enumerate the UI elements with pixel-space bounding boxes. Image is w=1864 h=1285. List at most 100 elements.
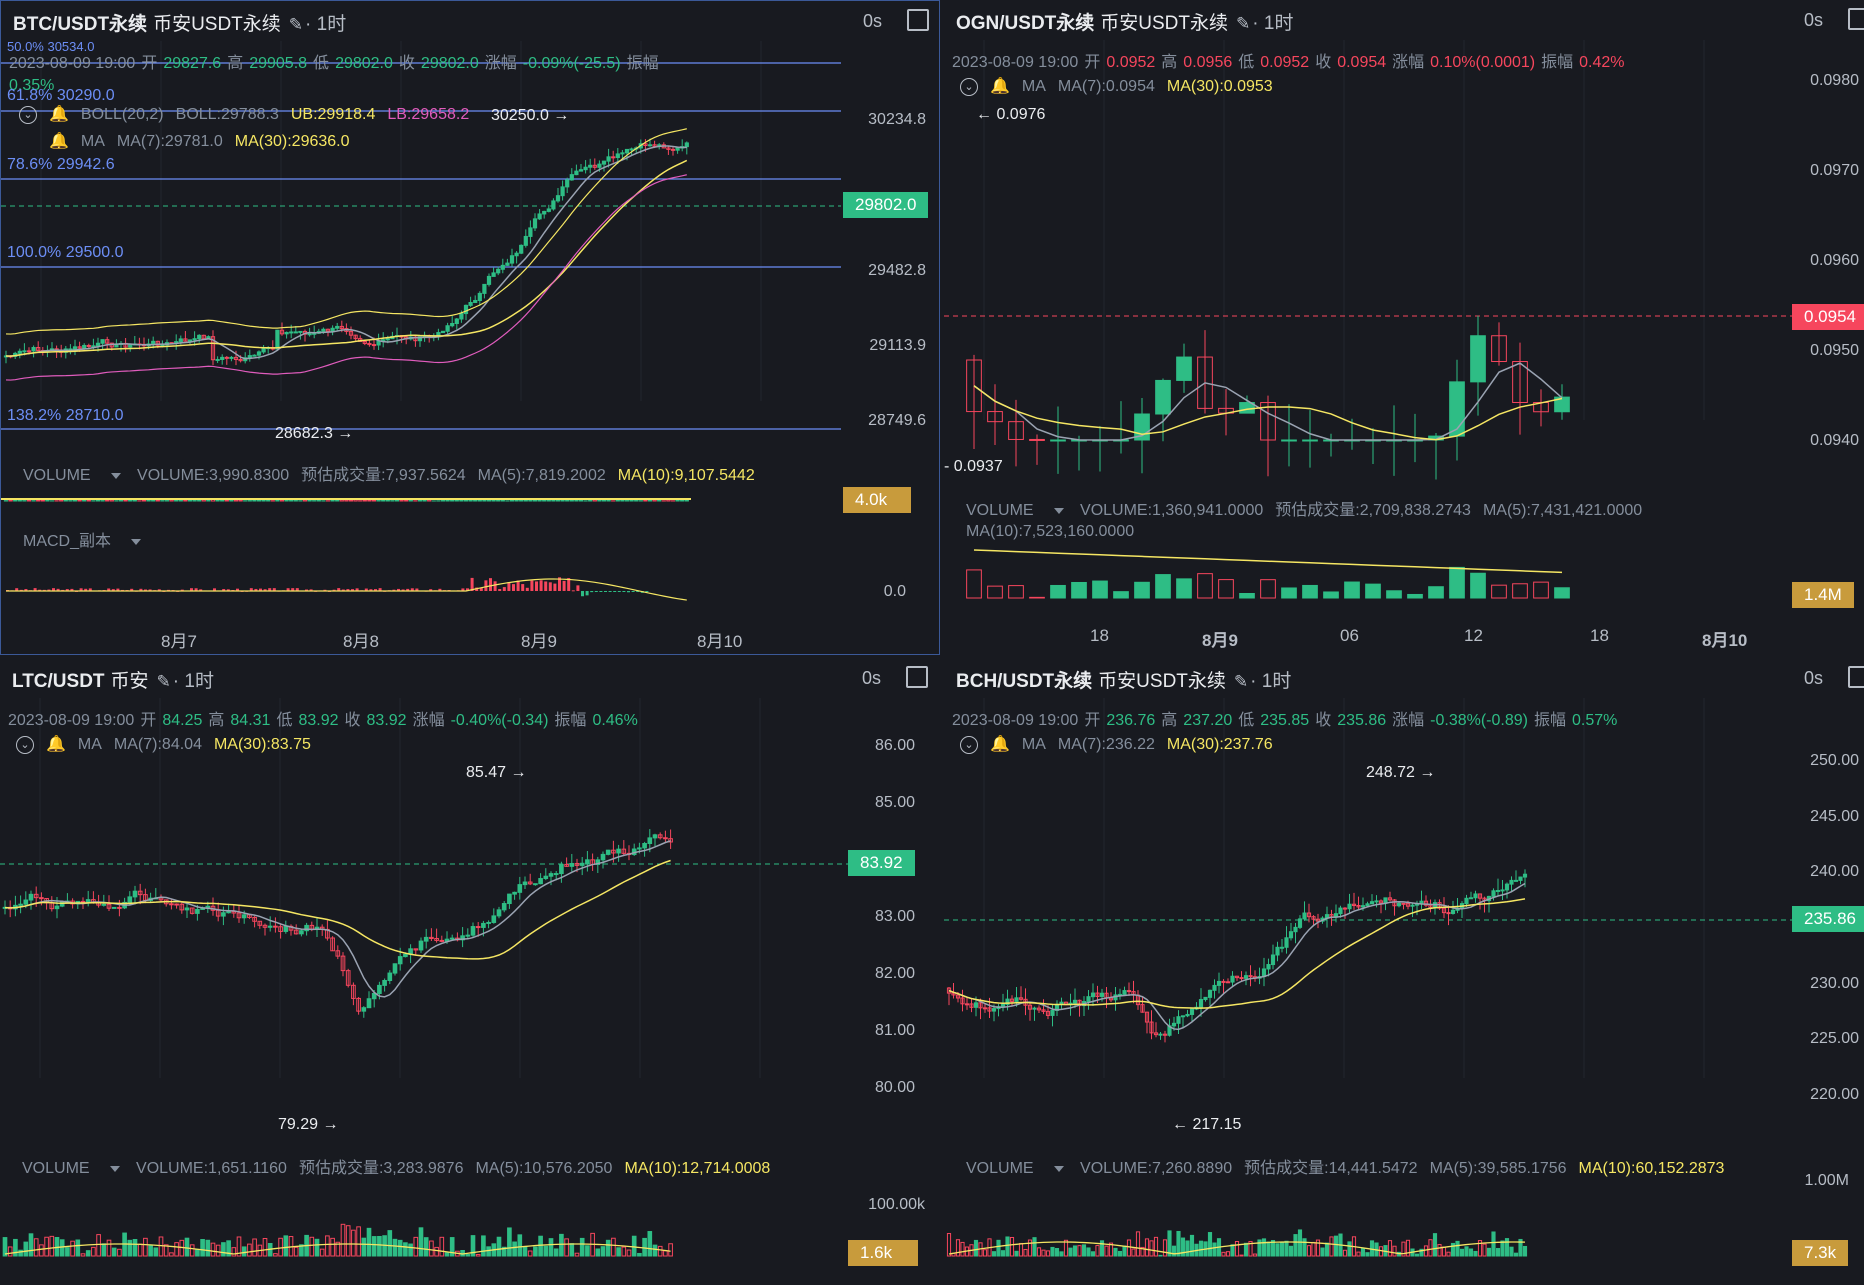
- date-label: 8月10: [1702, 631, 1748, 650]
- volume-bar: [1464, 1246, 1469, 1257]
- volume-axis-label: 100.00k: [868, 1196, 925, 1213]
- volume-bar: [132, 499, 137, 502]
- volume-bar: [629, 499, 634, 502]
- volume-bar: [486, 499, 492, 502]
- macd-bar: [79, 588, 83, 591]
- candle-body: [293, 929, 299, 935]
- volume-indicator-row[interactable]: VOLUME VOLUME:3,990.8300 预估成交量:7,937.5624…: [23, 467, 755, 484]
- ma-indicator-row[interactable]: ⌄ 🔔 MA MA(7):236.22 MA(30):237.76: [960, 734, 1285, 754]
- edit-icon[interactable]: ✎: [1233, 672, 1249, 691]
- collapse-icon[interactable]: ⌄: [16, 735, 34, 754]
- fullscreen-icon[interactable]: [1848, 666, 1864, 688]
- symbol-name[interactable]: OGN/USDT永续: [956, 13, 1095, 34]
- collapse-icon[interactable]: ⌄: [19, 105, 37, 124]
- volume-ma-line: [948, 1241, 1526, 1255]
- volume-bar: [1512, 583, 1528, 599]
- ma-indicator-row[interactable]: 🔔 MA MA(7):29781.0 MA(30):29636.0: [49, 133, 350, 150]
- volume-bar: [275, 499, 280, 502]
- edit-icon[interactable]: ✎: [1236, 14, 1251, 33]
- dropdown-caret-icon[interactable]: [1053, 1165, 1064, 1172]
- btc-chart-canvas[interactable]: [1, 1, 940, 655]
- macd-bar: [286, 588, 290, 591]
- candle-body: [1155, 379, 1171, 415]
- volume-bar: [1491, 584, 1507, 599]
- edit-icon[interactable]: ✎: [156, 672, 171, 691]
- dropdown-caret-icon[interactable]: [110, 472, 121, 479]
- low-annotation: 79.29 →: [278, 1116, 339, 1133]
- bch-chart-canvas[interactable]: [944, 658, 1864, 1285]
- candle-body: [517, 884, 523, 893]
- symbol-name[interactable]: BTC/USDT永续: [13, 14, 148, 35]
- ltc-chart-canvas[interactable]: [0, 658, 940, 1285]
- volume-bar: [1302, 1238, 1307, 1257]
- candle-body: [1365, 903, 1370, 907]
- bell-icon[interactable]: 🔔: [990, 736, 1010, 753]
- volume-bar: [597, 499, 602, 502]
- volume-bar: [49, 1235, 55, 1257]
- current-price-tag: 235.86: [1792, 906, 1864, 932]
- volume-bar: [117, 1248, 122, 1257]
- ltc-chart-panel[interactable]: LTC/USDT 币安 ✎ · 1时 0s 2023-08-09 19:00 开 84.2…: [0, 658, 940, 1285]
- volume-bar: [1257, 1239, 1262, 1257]
- fullscreen-icon[interactable]: [1848, 8, 1864, 30]
- edit-icon[interactable]: ✎: [288, 15, 304, 34]
- candle-body: [36, 347, 41, 352]
- macd-indicator-row[interactable]: MACD_副本: [23, 527, 153, 551]
- volume-indicator-row[interactable]: VOLUME VOLUME:1,651.1160 预估成交量:3,283.9876…: [22, 1160, 771, 1177]
- boll-indicator-row[interactable]: ⌄ 🔔 BOLL(20,2) BOLL:29788.3 UB:29918.4 LB:296…: [19, 104, 481, 124]
- timeframe[interactable]: · 1时: [305, 14, 347, 35]
- volume-bar: [404, 499, 409, 502]
- candle-body: [1464, 897, 1469, 905]
- ma-indicator-row[interactable]: ⌄ 🔔 MA MA(7):0.0954 MA(30):0.0953: [960, 76, 1285, 96]
- bell-icon[interactable]: 🔔: [990, 78, 1010, 95]
- volume-bar: [184, 1237, 190, 1257]
- volume-bar: [1407, 593, 1423, 599]
- volume-indicator-row[interactable]: VOLUME VOLUME:1,360,941.0000 预估成交量:2,709,…: [966, 502, 1643, 519]
- date-label: 8月9: [1202, 631, 1238, 650]
- volume-bar: [543, 1245, 549, 1257]
- candle-body: [595, 859, 601, 865]
- volume-bar: [616, 1247, 621, 1257]
- bell-icon[interactable]: 🔔: [46, 736, 66, 753]
- timeframe[interactable]: · 1时: [1250, 671, 1292, 692]
- ogn-chart-panel[interactable]: OGN/USDT永续 币安USDT永续 ✎ · 1时 0s 2023-08-09 19…: [944, 0, 1864, 655]
- collapse-icon[interactable]: ⌄: [960, 77, 978, 96]
- candle-body: [1512, 361, 1528, 403]
- volume-bar: [1054, 1248, 1060, 1257]
- bell-icon[interactable]: 🔔: [49, 106, 69, 123]
- volume-bar: [13, 1238, 18, 1257]
- bell-icon[interactable]: 🔔: [49, 133, 69, 150]
- price-axis-label: 29113.9: [869, 337, 926, 354]
- timeframe[interactable]: · 1时: [1252, 13, 1294, 34]
- ma-indicator-row[interactable]: ⌄ 🔔 MA MA(7):84.04 MA(30):83.75: [16, 734, 323, 754]
- volume-bar: [141, 499, 147, 502]
- ogn-chart-canvas[interactable]: [944, 0, 1864, 655]
- macd-bar: [236, 588, 239, 591]
- fullscreen-icon[interactable]: [906, 666, 928, 688]
- candle-body: [1260, 402, 1276, 441]
- candle-body: [28, 893, 34, 901]
- macd-bar: [604, 591, 607, 592]
- dropdown-caret-icon[interactable]: [109, 1165, 120, 1172]
- collapse-icon[interactable]: ⌄: [960, 735, 978, 754]
- btc-chart-panel[interactable]: BTC/USDT永续 币安USDT永续 ✎ · 1时 0s 2023-08-09 19…: [0, 0, 940, 655]
- volume-bar: [1239, 1254, 1244, 1257]
- candle-body: [621, 848, 627, 854]
- bch-chart-panel[interactable]: BCH/USDT永续 币安USDT永续 ✎ · 1时 0s 2023-08-09 19…: [944, 658, 1864, 1285]
- timeframe[interactable]: · 1时: [172, 671, 214, 692]
- volume-bar: [1197, 573, 1213, 599]
- volume-bar: [377, 1235, 382, 1257]
- volume-bar: [1449, 566, 1465, 599]
- fullscreen-icon[interactable]: [907, 9, 929, 31]
- volume-bar: [1077, 1245, 1082, 1257]
- volume-indicator-row[interactable]: VOLUME VOLUME:7,260.8890 预估成交量:14,441.547…: [966, 1160, 1725, 1177]
- refresh-countdown: 0s: [1804, 668, 1824, 688]
- symbol-name[interactable]: BCH/USDT永续: [956, 671, 1093, 692]
- candle-body: [183, 338, 188, 342]
- symbol-name[interactable]: LTC/USDT: [12, 671, 105, 692]
- dropdown-caret-icon[interactable]: [131, 538, 142, 545]
- candle-body: [273, 925, 278, 928]
- candle-body: [1029, 438, 1045, 441]
- candle-body: [1027, 1004, 1033, 1010]
- dropdown-caret-icon[interactable]: [1053, 507, 1064, 514]
